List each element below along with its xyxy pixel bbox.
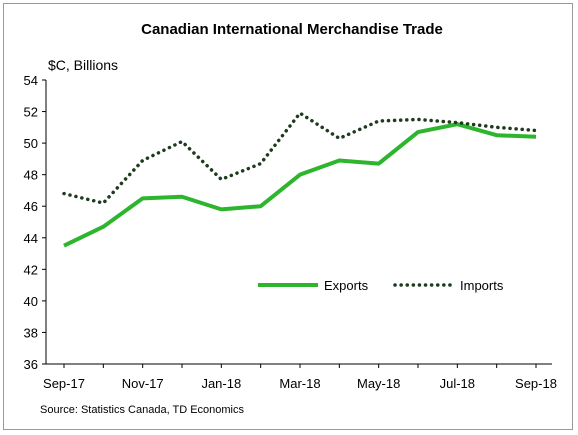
series-lines xyxy=(62,110,538,248)
y-tick-label: 46 xyxy=(24,199,38,214)
y-tick-label: 44 xyxy=(24,231,38,246)
data-point-exports xyxy=(62,244,66,248)
x-tick-label: Sep-17 xyxy=(43,376,85,391)
legend: Exports Imports xyxy=(258,278,504,293)
data-point-imports xyxy=(219,177,223,181)
data-point-exports xyxy=(141,196,145,200)
legend-label-exports: Exports xyxy=(324,278,369,293)
data-point-imports xyxy=(180,140,184,144)
data-point-exports xyxy=(259,204,263,208)
data-point-imports xyxy=(534,128,538,132)
series-line-imports xyxy=(62,110,538,206)
data-point-imports xyxy=(298,111,302,115)
data-point-exports xyxy=(534,135,538,139)
x-tick-label: Jul-18 xyxy=(440,376,475,391)
y-tick-label: 54 xyxy=(24,73,38,88)
data-point-imports xyxy=(259,162,263,166)
data-point-exports xyxy=(416,130,420,134)
data-point-imports xyxy=(337,136,341,140)
y-tick-label: 38 xyxy=(24,325,38,340)
x-ticks: Sep-17 Nov-17 Jan-18 Mar-18 May-18 Jul-18 Sep-… xyxy=(43,364,557,391)
data-point-imports xyxy=(62,192,66,196)
data-point-exports xyxy=(377,162,381,166)
y-tick-label: 50 xyxy=(24,136,38,151)
x-tick-label: Sep-18 xyxy=(515,376,557,391)
data-point-imports xyxy=(377,119,381,123)
data-point-exports xyxy=(219,207,223,211)
x-tick-label: Jan-18 xyxy=(201,376,241,391)
y-tick-label: 48 xyxy=(24,168,38,183)
data-point-imports xyxy=(495,125,499,129)
legend-label-imports: Imports xyxy=(460,278,504,293)
data-point-imports xyxy=(101,201,105,205)
axes xyxy=(45,80,552,365)
data-point-imports xyxy=(455,121,459,125)
y-tick-label: 40 xyxy=(24,294,38,309)
x-tick-label: Mar-18 xyxy=(279,376,320,391)
data-point-exports xyxy=(101,225,105,229)
x-tick-label: Nov-17 xyxy=(122,376,164,391)
data-point-exports xyxy=(180,195,184,199)
y-ticks: 36 38 40 42 44 46 48 50 52 54 xyxy=(24,73,46,372)
data-point-imports xyxy=(141,158,145,162)
data-point-imports xyxy=(416,117,420,121)
chart-frame xyxy=(3,3,573,430)
chart-title: Canadian International Merchandise Trade xyxy=(141,21,443,38)
data-point-exports xyxy=(337,158,341,162)
source-note: Source: Statistics Canada, TD Economics xyxy=(40,404,244,416)
y-tick-label: 52 xyxy=(24,105,38,120)
y-tick-label: 36 xyxy=(24,357,38,372)
data-point-exports xyxy=(298,173,302,177)
data-point-exports xyxy=(495,133,499,137)
y-axis-label: $C, Billions xyxy=(48,57,118,73)
x-tick-label: May-18 xyxy=(357,376,400,391)
y-tick-label: 42 xyxy=(24,262,38,277)
series-line-exports xyxy=(63,122,537,248)
